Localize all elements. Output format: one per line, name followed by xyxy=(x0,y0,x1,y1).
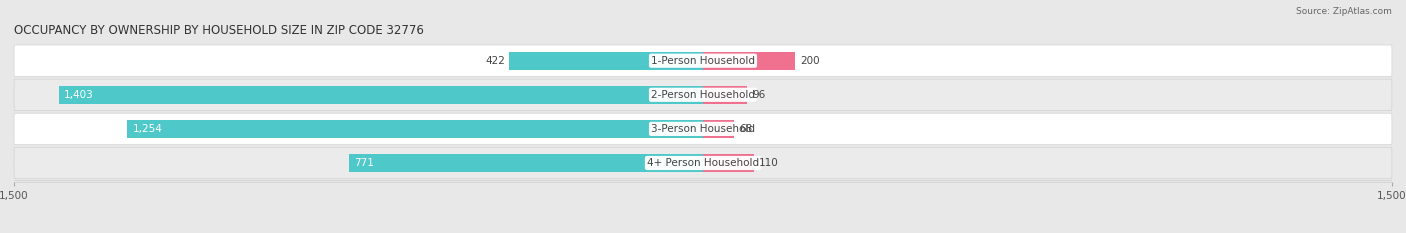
Text: OCCUPANCY BY OWNERSHIP BY HOUSEHOLD SIZE IN ZIP CODE 32776: OCCUPANCY BY OWNERSHIP BY HOUSEHOLD SIZE… xyxy=(14,24,425,37)
Bar xyxy=(703,154,754,172)
Text: 4+ Person Household: 4+ Person Household xyxy=(647,158,759,168)
FancyBboxPatch shape xyxy=(14,45,1392,76)
Text: 771: 771 xyxy=(354,158,374,168)
Text: 96: 96 xyxy=(752,90,766,100)
Text: 1,254: 1,254 xyxy=(132,124,163,134)
Text: 200: 200 xyxy=(800,56,820,66)
FancyBboxPatch shape xyxy=(14,147,1392,179)
Text: 68: 68 xyxy=(740,124,754,134)
FancyBboxPatch shape xyxy=(14,79,1392,110)
Text: Source: ZipAtlas.com: Source: ZipAtlas.com xyxy=(1296,7,1392,16)
FancyBboxPatch shape xyxy=(14,113,1392,144)
Bar xyxy=(59,86,703,104)
Bar xyxy=(127,120,703,138)
Bar xyxy=(703,52,794,70)
Text: 422: 422 xyxy=(485,56,506,66)
Bar xyxy=(349,154,703,172)
Text: 2-Person Household: 2-Person Household xyxy=(651,90,755,100)
Text: 3-Person Household: 3-Person Household xyxy=(651,124,755,134)
Bar xyxy=(703,86,747,104)
Text: 110: 110 xyxy=(759,158,779,168)
Bar xyxy=(703,120,734,138)
Text: 1,403: 1,403 xyxy=(65,90,94,100)
Text: 1-Person Household: 1-Person Household xyxy=(651,56,755,66)
Bar xyxy=(509,52,703,70)
